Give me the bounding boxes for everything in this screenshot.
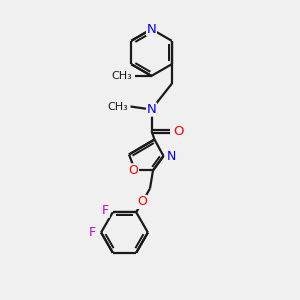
Text: CH₃: CH₃ (112, 71, 133, 81)
Text: O: O (174, 124, 184, 138)
Text: N: N (147, 22, 156, 36)
Text: O: O (129, 164, 138, 177)
Text: CH₃: CH₃ (107, 101, 128, 112)
Text: N: N (167, 149, 176, 163)
Text: N: N (147, 103, 156, 116)
Text: F: F (88, 226, 96, 239)
Text: O: O (137, 195, 147, 208)
Text: F: F (102, 204, 109, 217)
